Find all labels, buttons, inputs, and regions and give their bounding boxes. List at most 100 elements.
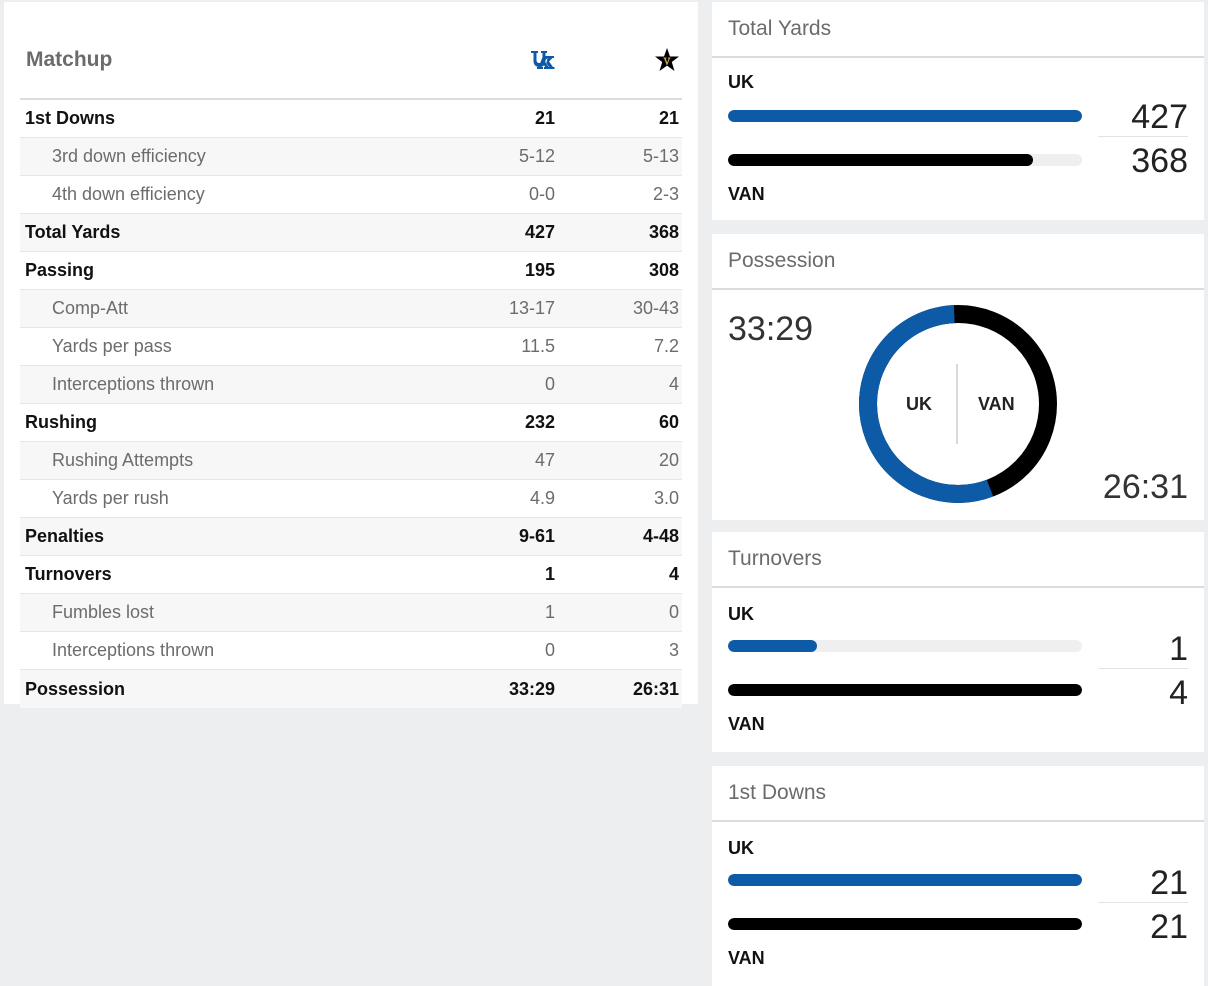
team-b-value: 21 xyxy=(1150,908,1188,946)
matchup-title: Matchup xyxy=(26,48,113,71)
stat-label: Rushing xyxy=(25,412,97,432)
team-a-stat: 1 xyxy=(544,564,555,584)
vanderbilt-star-logo-icon xyxy=(558,47,682,73)
team-b-stat: 60 xyxy=(658,412,679,432)
stat-label: Passing xyxy=(25,260,95,280)
team-a-possession-arc xyxy=(859,305,1057,503)
divider xyxy=(1098,902,1188,903)
team-a-stat: 33:29 xyxy=(508,678,555,699)
team-b-stat: 0 xyxy=(668,602,679,622)
team-b-label: VAN xyxy=(728,184,765,204)
team-a-stat: 4.9 xyxy=(529,488,555,508)
matchup-table: Matchup 1st Downs 21 21 3rd down efficiency… xyxy=(4,2,698,708)
team-a-bar-track xyxy=(728,110,1082,122)
table-row: Rushing 232 60 xyxy=(20,404,682,442)
team-a-stat: 195 xyxy=(524,260,555,280)
stat-label: Possession xyxy=(25,678,126,699)
team-b-bar-track xyxy=(728,918,1082,930)
team-b-stat: 26:31 xyxy=(632,678,679,699)
team-a-value: 21 xyxy=(1150,864,1188,902)
team-a-possession-time: 33:29 xyxy=(728,310,814,348)
table-row: Penalties 9-61 4-48 xyxy=(20,518,682,556)
table-row: Comp-Att 13-17 30-43 xyxy=(20,290,682,328)
table-row: Fumbles lost 1 0 xyxy=(20,594,682,632)
team-b-stat: 30-43 xyxy=(632,298,679,318)
team-a-stat: 21 xyxy=(534,108,555,128)
possession-title: Possession xyxy=(712,234,1204,290)
team-b-stat: 4-48 xyxy=(642,526,679,546)
team-b-stat: 21 xyxy=(658,108,679,128)
team-a-stat: 5-12 xyxy=(518,146,555,166)
team-a-stat: 232 xyxy=(524,412,555,432)
donut-team-b-label: VAN xyxy=(978,394,1015,414)
team-a-bar xyxy=(728,640,817,652)
team-b-stat: 308 xyxy=(648,260,679,280)
table-row: Rushing Attempts 47 20 xyxy=(20,442,682,480)
team-a-stat: 427 xyxy=(524,222,555,242)
team-a-bar xyxy=(728,110,1082,122)
team-a-label: UK xyxy=(728,72,754,92)
donut-team-a-label: UK xyxy=(906,394,932,414)
team-b-possession-time: 26:31 xyxy=(1102,468,1188,506)
team-b-bar-track xyxy=(728,684,1082,696)
team-b-stat: 4 xyxy=(668,374,679,394)
team-b-stat: 2-3 xyxy=(652,184,679,204)
team-b-stat: 3.0 xyxy=(653,488,679,508)
team-a-label: UK xyxy=(728,604,754,624)
possession-donut: UK VAN xyxy=(856,302,1060,511)
stat-label: 1st Downs xyxy=(25,108,116,128)
team-b-bar-track xyxy=(728,154,1082,166)
table-row: Yards per rush 4.9 3.0 xyxy=(20,480,682,518)
team-b-stat: 5-13 xyxy=(642,146,679,166)
table-row: Turnovers 1 4 xyxy=(20,556,682,594)
matchup-rows: 1st Downs 21 21 3rd down efficiency 5-12 5-13… xyxy=(20,100,682,708)
stat-label: Interceptions thrown xyxy=(52,374,215,394)
team-a-stat: 1 xyxy=(544,602,555,622)
table-row: Passing 195 308 xyxy=(20,252,682,290)
team-b-bar xyxy=(728,154,1034,166)
table-row: Yards per pass 11.5 7.2 xyxy=(20,328,682,366)
team-b-stat: 3 xyxy=(668,640,679,660)
stat-label: Yards per rush xyxy=(52,488,169,508)
team-a-bar xyxy=(728,874,1082,886)
team-a-bar-track xyxy=(728,874,1082,886)
team-b-bar xyxy=(728,918,1082,930)
stat-label: Interceptions thrown xyxy=(52,640,215,660)
team-a-value: 1 xyxy=(1169,630,1188,668)
team-b-value: 4 xyxy=(1169,674,1188,712)
stat-label: Yards per pass xyxy=(52,336,172,356)
stat-label: Total Yards xyxy=(25,222,121,242)
team-a-label: UK xyxy=(728,838,754,858)
table-row: Possession 33:29 26:31 xyxy=(20,670,682,708)
team-b-stat: 4 xyxy=(668,564,679,584)
table-row: 4th down efficiency 0-0 2-3 xyxy=(20,176,682,214)
team-a-stat: 0 xyxy=(544,374,555,394)
team-a-stat: 0 xyxy=(544,640,555,660)
stat-label: 3rd down efficiency xyxy=(52,146,206,166)
team-a-bar-track xyxy=(728,640,1082,652)
table-row: Interceptions thrown 0 3 xyxy=(20,632,682,670)
team-b-label: VAN xyxy=(728,948,765,968)
team-a-stat: 47 xyxy=(534,450,555,470)
team-a-stat: 13-17 xyxy=(508,298,555,318)
table-row: 3rd down efficiency 5-12 5-13 xyxy=(20,138,682,176)
stat-label: 4th down efficiency xyxy=(52,184,205,204)
team-a-value: 427 xyxy=(1131,98,1188,136)
team-b-label: VAN xyxy=(728,714,765,734)
team-b-value: 368 xyxy=(1131,142,1188,180)
turnovers-card: Turnovers UK 1 4 VAN xyxy=(712,532,1204,752)
team-a-stat: 11.5 xyxy=(521,336,555,356)
team-a-stat: 9-61 xyxy=(518,526,555,546)
team-a-stat: 0-0 xyxy=(528,184,555,204)
table-row: Total Yards 427 368 xyxy=(20,214,682,252)
stat-label: Comp-Att xyxy=(52,298,129,318)
table-row: 1st Downs 21 21 xyxy=(20,100,682,138)
total-yards-card: Total Yards UK 427 368 VAN xyxy=(712,2,1204,220)
team-b-stat: 368 xyxy=(648,222,679,242)
matchup-header: Matchup xyxy=(20,22,682,100)
total-yards-title: Total Yards xyxy=(712,2,1204,58)
divider xyxy=(1098,136,1188,137)
stat-label: Rushing Attempts xyxy=(52,450,194,470)
stat-label: Penalties xyxy=(25,526,105,546)
divider xyxy=(1098,668,1188,669)
